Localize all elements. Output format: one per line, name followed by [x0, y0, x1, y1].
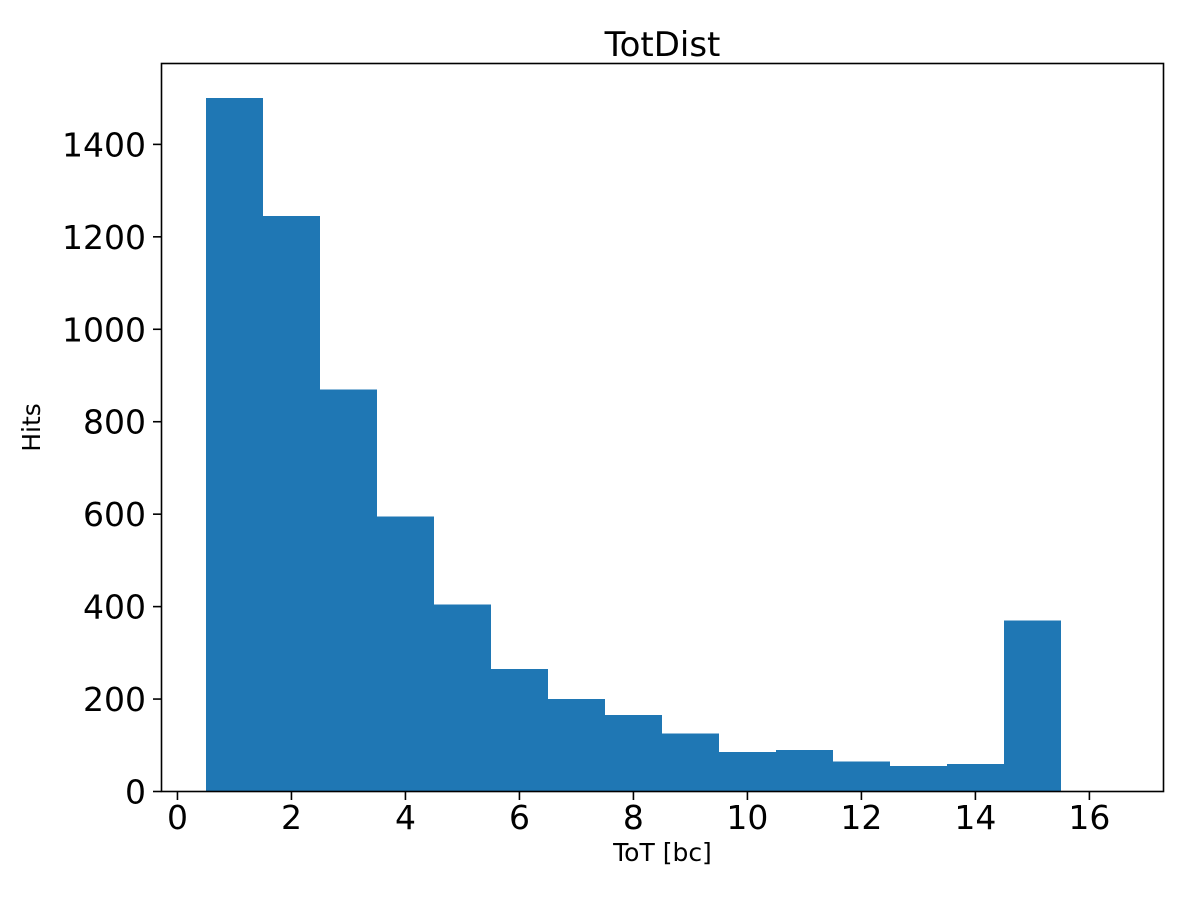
histogram-bar: [490, 669, 548, 792]
histogram-bar: [1003, 620, 1061, 792]
y-tick-label: 600: [83, 495, 146, 534]
axes-frame-group: [160, 62, 1165, 793]
histogram-bar: [604, 715, 662, 792]
x-tick-label: 14: [954, 798, 996, 837]
x-tick-label: 12: [840, 798, 882, 837]
bars-group: [205, 98, 1061, 792]
histogram-bar: [718, 752, 776, 792]
histogram-bar: [832, 761, 890, 792]
x-tick-label: 8: [623, 798, 644, 837]
histogram-bar: [889, 766, 947, 792]
x-tick-label: 4: [395, 798, 416, 837]
histogram-bar: [946, 763, 1004, 792]
y-tick-label: 800: [83, 403, 146, 442]
histogram-bar: [319, 389, 377, 792]
x-tick-label: 6: [509, 798, 530, 837]
histogram-bar: [262, 216, 320, 792]
y-tick-label: 400: [83, 588, 146, 627]
histogram-bar: [205, 98, 263, 792]
histogram-bar: [547, 699, 605, 792]
x-tick-label: 10: [726, 798, 768, 837]
y-tick-label: 200: [83, 680, 146, 719]
histogram-bar: [376, 516, 434, 792]
y-tick-label: 1000: [62, 310, 146, 349]
y-tick-label: 1200: [62, 218, 146, 257]
histogram-bar: [775, 749, 833, 792]
x-tick-label: 2: [281, 798, 302, 837]
chart-title: TotDist: [604, 25, 721, 65]
y-tick-label: 0: [125, 773, 146, 812]
plot-frame: [160, 62, 1165, 793]
histogram-bar: [661, 733, 719, 792]
y-axis-label: Hits: [17, 403, 46, 452]
y-tick-label: 1400: [62, 125, 146, 164]
ticks-group: 0 2 4 6 8 10 12 14 16 0 200 400 600 800 1000 1200 1400: [62, 125, 1110, 837]
x-tick-label: 0: [167, 798, 188, 837]
x-tick-label: 16: [1068, 798, 1110, 837]
histogram-bar: [433, 604, 491, 792]
x-axis-label: ToT [bc]: [612, 838, 712, 867]
